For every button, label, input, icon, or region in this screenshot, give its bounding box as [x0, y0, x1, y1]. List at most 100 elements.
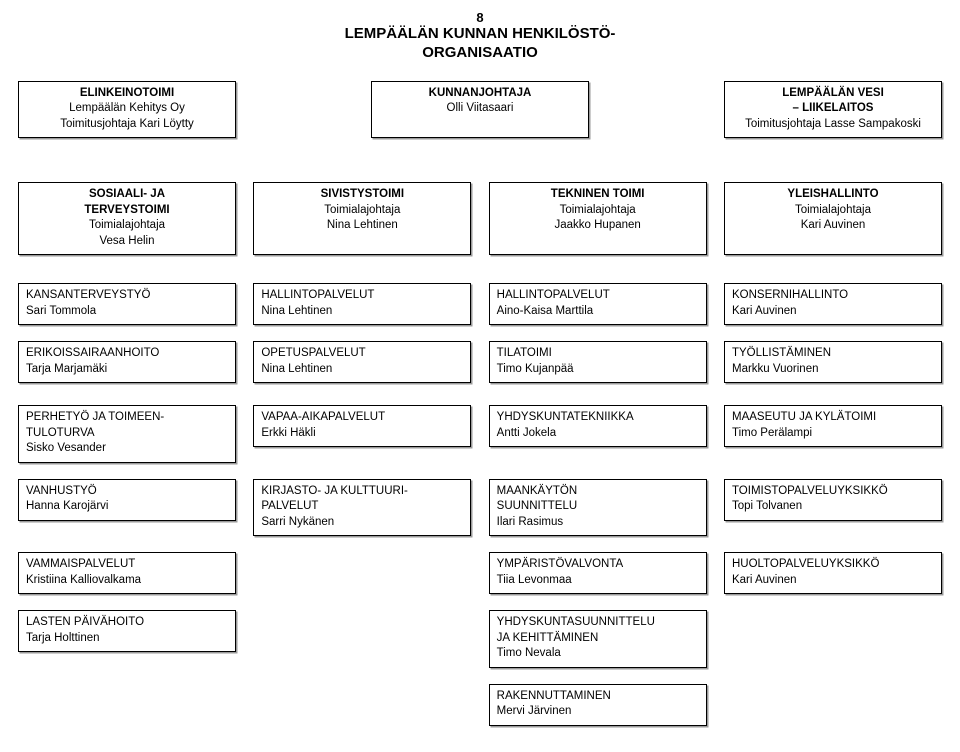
label: TERVEYSTOIMI [26, 203, 228, 219]
label: KUNNANJOHTAJA [379, 86, 581, 102]
title-line2: ORGANISAATIO [422, 44, 538, 61]
label: LEMPÄÄLÄN VESI [732, 86, 934, 102]
label: Toimialajohtaja [26, 218, 228, 234]
sub-row: KANSANTERVEYSTYÖSari Tommola HALLINTOPALV… [18, 283, 942, 335]
org-box: VAMMAISPALVELUTKristiina Kalliovalkama [18, 552, 236, 594]
org-box: YHDYSKUNTATEKNIIKKAAntti Jokela [489, 405, 707, 447]
label: Lempäälän Kehitys Oy [26, 101, 228, 117]
sub-col: YHDYSKUNTASUUNNITTELUJA KEHITTÄMINENTimo… [489, 610, 707, 678]
box-lempaalan-vesi: LEMPÄÄLÄN VESI – LIIKELAITOS Toimitusjoh… [724, 81, 942, 139]
sub-col: YMPÄRISTÖVALVONTATiia Levonmaa [489, 552, 707, 604]
sub-row: VANHUSTYÖHanna Karojärvi KIRJASTO- JA KUL… [18, 479, 942, 547]
org-box-line: MAASEUTU JA KYLÄTOIMI [732, 410, 934, 426]
org-box: TILATOIMITimo Kujanpää [489, 341, 707, 383]
org-box-line: ERIKOISSAIRAANHOITO [26, 346, 228, 362]
org-box: TOIMISTOPALVELUYKSIKKÖTopi Tolvanen [724, 479, 942, 521]
org-box-line: VAMMAISPALVELUT [26, 557, 228, 573]
org-box: TYÖLLISTÄMINENMarkku Vuorinen [724, 341, 942, 383]
org-box-line: Timo Nevala [497, 646, 699, 662]
org-box-line: Kari Auvinen [732, 573, 934, 589]
org-box-line: Nina Lehtinen [261, 362, 463, 378]
sub-row: LASTEN PÄIVÄHOITOTarja HolttinenYHDYSKUN… [18, 610, 942, 678]
sub-row: PERHETYÖ JA TOIMEEN-TULOTURVASisko Vesan… [18, 405, 942, 473]
org-box-line: YMPÄRISTÖVALVONTA [497, 557, 699, 573]
org-box: MAANKÄYTÖNSUUNNITTELUIlari Rasimus [489, 479, 707, 537]
page-number: 8 [18, 10, 942, 25]
sub-col [253, 552, 471, 604]
label: SIVISTYSTOIMI [261, 187, 463, 203]
org-box-line: TILATOIMI [497, 346, 699, 362]
org-box-line: Tarja Marjamäki [26, 362, 228, 378]
label: ELINKEINOTOIMI [26, 86, 228, 102]
main-title: LEMPÄÄLÄN KUNNAN HENKILÖSTÖ- ORGANISAATI… [18, 25, 942, 63]
org-box-line: Tarja Holttinen [26, 631, 228, 647]
sub-row: VAMMAISPALVELUTKristiina Kalliovalkama YM… [18, 552, 942, 604]
org-box-line: YHDYSKUNTASUUNNITTELU [497, 615, 699, 631]
org-box-line: VAPAA-AIKAPALVELUT [261, 410, 463, 426]
box-sivistystoimi: SIVISTYSTOIMI Toimialajohtaja Nina Lehti… [253, 182, 471, 255]
org-box-line: TULOTURVA [26, 426, 228, 442]
label: Jaakko Hupanen [497, 218, 699, 234]
org-box-line: Nina Lehtinen [261, 304, 463, 320]
sub-col: TILATOIMITimo Kujanpää [489, 341, 707, 399]
sub-col [724, 610, 942, 678]
org-box-line: Timo Perälampi [732, 426, 934, 442]
label: SOSIAALI- JA [26, 187, 228, 203]
label: Toimialajohtaja [261, 203, 463, 219]
org-box-line: KANSANTERVEYSTYÖ [26, 288, 228, 304]
org-box-line: RAKENNUTTAMINEN [497, 689, 699, 705]
org-box: KONSERNIHALLINTOKari Auvinen [724, 283, 942, 325]
org-box: VANHUSTYÖHanna Karojärvi [18, 479, 236, 521]
sub-col: ERIKOISSAIRAANHOITOTarja Marjamäki [18, 341, 236, 399]
org-box-line: KIRJASTO- JA KULTTUURI- [261, 484, 463, 500]
label: – LIIKELAITOS [732, 101, 934, 117]
org-box-line: Antti Jokela [497, 426, 699, 442]
org-box-line: Erkki Häkli [261, 426, 463, 442]
org-box: RAKENNUTTAMINENMervi Järvinen [489, 684, 707, 726]
label: TEKNINEN TOIMI [497, 187, 699, 203]
sub-col: RAKENNUTTAMINENMervi Järvinen [489, 684, 707, 736]
org-box-line: SUUNNITTELU [497, 499, 699, 515]
sub-col [724, 684, 942, 736]
sub-col: HALLINTOPALVELUTAino-Kaisa Marttila [489, 283, 707, 335]
org-box-line: Sarri Nykänen [261, 515, 463, 531]
org-box: KIRJASTO- JA KULTTUURI-PALVELUTSarri Nyk… [253, 479, 471, 537]
top-row: ELINKEINOTOIMI Lempäälän Kehitys Oy Toim… [18, 81, 942, 149]
org-box-line: Topi Tolvanen [732, 499, 934, 515]
org-box-line: Sari Tommola [26, 304, 228, 320]
label: Toimitusjohtaja Kari Löytty [26, 117, 228, 133]
org-box: PERHETYÖ JA TOIMEEN-TULOTURVASisko Vesan… [18, 405, 236, 463]
box-yleishallinto: YLEISHALLINTO Toimialajohtaja Kari Auvin… [724, 182, 942, 255]
label: Olli Viitasaari [379, 101, 581, 117]
org-box-line: PALVELUT [261, 499, 463, 515]
label: Toimitusjohtaja Lasse Sampakoski [732, 117, 934, 133]
org-box: KANSANTERVEYSTYÖSari Tommola [18, 283, 236, 325]
org-box-line: KONSERNIHALLINTO [732, 288, 934, 304]
org-box-line: MAANKÄYTÖN [497, 484, 699, 500]
sub-col: TYÖLLISTÄMINENMarkku Vuorinen [724, 341, 942, 399]
org-box-line: Ilari Rasimus [497, 515, 699, 531]
sub-col: KANSANTERVEYSTYÖSari Tommola [18, 283, 236, 335]
sub-col: VANHUSTYÖHanna Karojärvi [18, 479, 236, 547]
org-box: OPETUSPALVELUTNina Lehtinen [253, 341, 471, 383]
org-box-line: HUOLTOPALVELUYKSIKKÖ [732, 557, 934, 573]
sub-col: KONSERNIHALLINTOKari Auvinen [724, 283, 942, 335]
sub-grid: KANSANTERVEYSTYÖSari Tommola HALLINTOPALV… [18, 283, 942, 736]
sub-col: OPETUSPALVELUTNina Lehtinen [253, 341, 471, 399]
box-elinkeinotoimi: ELINKEINOTOIMI Lempäälän Kehitys Oy Toim… [18, 81, 236, 139]
org-box-line: TOIMISTOPALVELUYKSIKKÖ [732, 484, 934, 500]
label: Toimialajohtaja [497, 203, 699, 219]
label: YLEISHALLINTO [732, 187, 934, 203]
org-box-line: Mervi Järvinen [497, 704, 699, 720]
sub-col [253, 684, 471, 736]
sub-col: MAANKÄYTÖNSUUNNITTELUIlari Rasimus [489, 479, 707, 547]
org-box-line: Markku Vuorinen [732, 362, 934, 378]
label: Nina Lehtinen [261, 218, 463, 234]
org-box: HALLINTOPALVELUTAino-Kaisa Marttila [489, 283, 707, 325]
org-box-line: Hanna Karojärvi [26, 499, 228, 515]
org-box-line: PERHETYÖ JA TOIMEEN- [26, 410, 228, 426]
org-box-line: Timo Kujanpää [497, 362, 699, 378]
box-tekninen: TEKNINEN TOIMI Toimialajohtaja Jaakko Hu… [489, 182, 707, 255]
sub-col: VAPAA-AIKAPALVELUTErkki Häkli [253, 405, 471, 473]
sub-col: KIRJASTO- JA KULTTUURI-PALVELUTSarri Nyk… [253, 479, 471, 547]
